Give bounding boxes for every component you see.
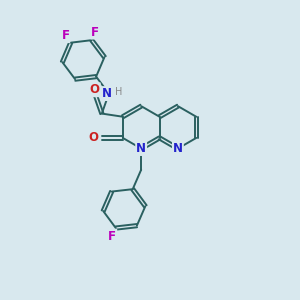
Text: N: N xyxy=(102,87,112,100)
Text: H: H xyxy=(116,87,123,97)
Text: F: F xyxy=(91,26,99,38)
Text: F: F xyxy=(108,230,116,243)
Text: N: N xyxy=(136,142,146,155)
Text: N: N xyxy=(173,142,183,155)
Text: F: F xyxy=(61,29,69,42)
Text: O: O xyxy=(90,83,100,96)
Text: O: O xyxy=(88,131,98,144)
